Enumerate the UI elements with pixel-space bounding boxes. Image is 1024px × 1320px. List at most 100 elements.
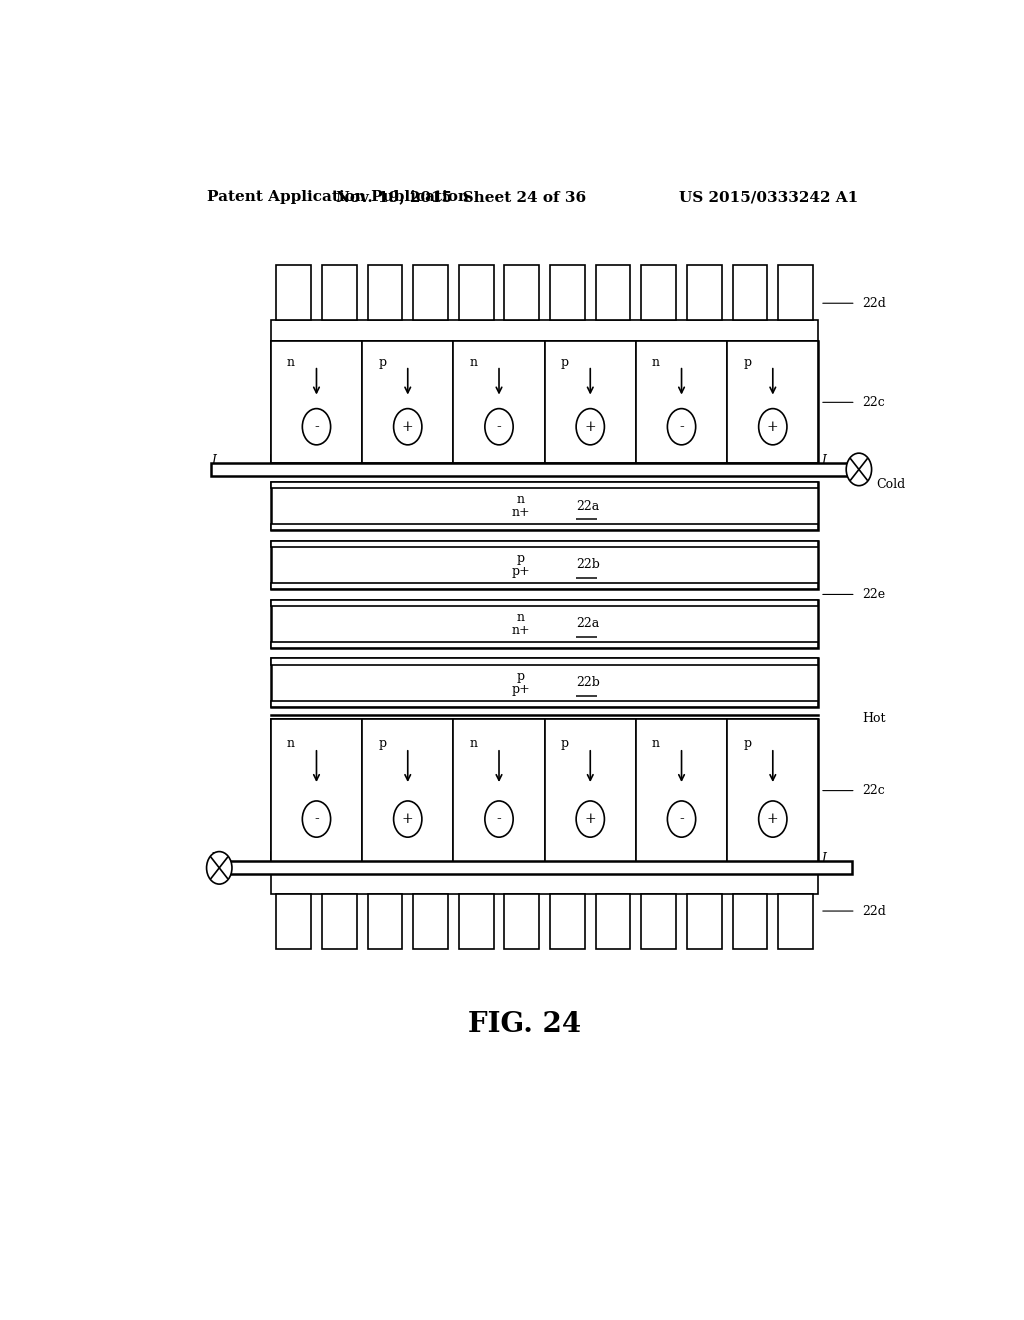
- Text: 22a: 22a: [577, 499, 600, 512]
- Bar: [636, 719, 727, 862]
- Bar: [732, 894, 767, 949]
- Text: I: I: [210, 853, 215, 865]
- Circle shape: [302, 409, 331, 445]
- Bar: [454, 342, 545, 463]
- Circle shape: [577, 409, 604, 445]
- Text: -: -: [497, 420, 502, 434]
- Bar: [505, 894, 540, 949]
- Text: I: I: [820, 454, 825, 467]
- Text: 22b: 22b: [577, 676, 600, 689]
- Text: n+: n+: [512, 624, 530, 638]
- Circle shape: [393, 409, 422, 445]
- Bar: [550, 265, 585, 319]
- Text: Hot: Hot: [862, 711, 886, 725]
- Text: n: n: [287, 737, 295, 750]
- Bar: [270, 319, 818, 342]
- Text: +: +: [767, 420, 778, 434]
- Bar: [596, 265, 631, 319]
- Bar: [459, 894, 494, 949]
- Bar: [270, 541, 818, 546]
- Bar: [778, 894, 813, 949]
- Circle shape: [207, 851, 232, 884]
- Text: I: I: [820, 853, 825, 865]
- Text: 22a: 22a: [577, 618, 600, 631]
- Bar: [270, 599, 818, 606]
- Text: 22e: 22e: [862, 587, 885, 601]
- Text: Patent Application Publication: Patent Application Publication: [207, 190, 469, 205]
- Bar: [641, 265, 676, 319]
- Text: n: n: [469, 355, 477, 368]
- Text: FIG. 24: FIG. 24: [468, 1011, 582, 1038]
- Bar: [596, 894, 631, 949]
- Text: -: -: [314, 420, 318, 434]
- Circle shape: [484, 409, 513, 445]
- Text: n: n: [469, 737, 477, 750]
- Text: +: +: [767, 812, 778, 826]
- Bar: [778, 265, 813, 319]
- Circle shape: [668, 801, 695, 837]
- Bar: [322, 894, 356, 949]
- Text: p: p: [561, 355, 568, 368]
- Bar: [270, 342, 362, 463]
- Bar: [270, 342, 818, 350]
- Bar: [211, 861, 852, 874]
- Text: -: -: [679, 812, 684, 826]
- Bar: [545, 719, 636, 862]
- Text: +: +: [402, 812, 414, 826]
- Text: -: -: [679, 420, 684, 434]
- Circle shape: [759, 801, 787, 837]
- Bar: [270, 853, 818, 862]
- Text: p: p: [743, 355, 752, 368]
- Bar: [459, 265, 494, 319]
- Bar: [636, 342, 727, 463]
- Bar: [270, 719, 818, 862]
- Text: p: p: [378, 737, 386, 750]
- Bar: [270, 583, 818, 589]
- Bar: [362, 719, 454, 862]
- Bar: [727, 342, 818, 463]
- Text: p: p: [517, 669, 525, 682]
- Text: I: I: [211, 454, 216, 467]
- Text: -: -: [314, 812, 318, 826]
- Circle shape: [393, 801, 422, 837]
- Bar: [687, 265, 722, 319]
- Bar: [270, 524, 818, 531]
- Text: 22d: 22d: [862, 904, 886, 917]
- Bar: [270, 342, 818, 463]
- Bar: [368, 265, 402, 319]
- Bar: [276, 894, 311, 949]
- Text: 22b: 22b: [577, 558, 600, 572]
- Text: n: n: [517, 611, 525, 623]
- Text: US 2015/0333242 A1: US 2015/0333242 A1: [679, 190, 858, 205]
- Bar: [270, 541, 818, 589]
- Bar: [270, 659, 818, 665]
- Circle shape: [846, 453, 871, 486]
- Bar: [732, 265, 767, 319]
- Bar: [727, 719, 818, 862]
- Bar: [505, 265, 540, 319]
- Text: 22d: 22d: [862, 297, 886, 310]
- Text: n: n: [517, 492, 525, 506]
- Text: +: +: [402, 420, 414, 434]
- Circle shape: [577, 801, 604, 837]
- Bar: [550, 894, 585, 949]
- Text: n+: n+: [512, 507, 530, 519]
- Bar: [545, 342, 636, 463]
- Text: n: n: [652, 737, 660, 750]
- Text: 22c: 22c: [862, 396, 885, 409]
- Circle shape: [484, 801, 513, 837]
- Bar: [270, 642, 818, 648]
- Circle shape: [668, 409, 695, 445]
- Text: n: n: [652, 355, 660, 368]
- Bar: [414, 265, 447, 319]
- Circle shape: [302, 801, 331, 837]
- Bar: [270, 599, 818, 648]
- Text: n: n: [287, 355, 295, 368]
- Text: -: -: [497, 812, 502, 826]
- Bar: [276, 265, 311, 319]
- Bar: [368, 894, 402, 949]
- Bar: [414, 894, 447, 949]
- Text: p: p: [561, 737, 568, 750]
- Text: p+: p+: [511, 684, 530, 696]
- Bar: [270, 482, 818, 531]
